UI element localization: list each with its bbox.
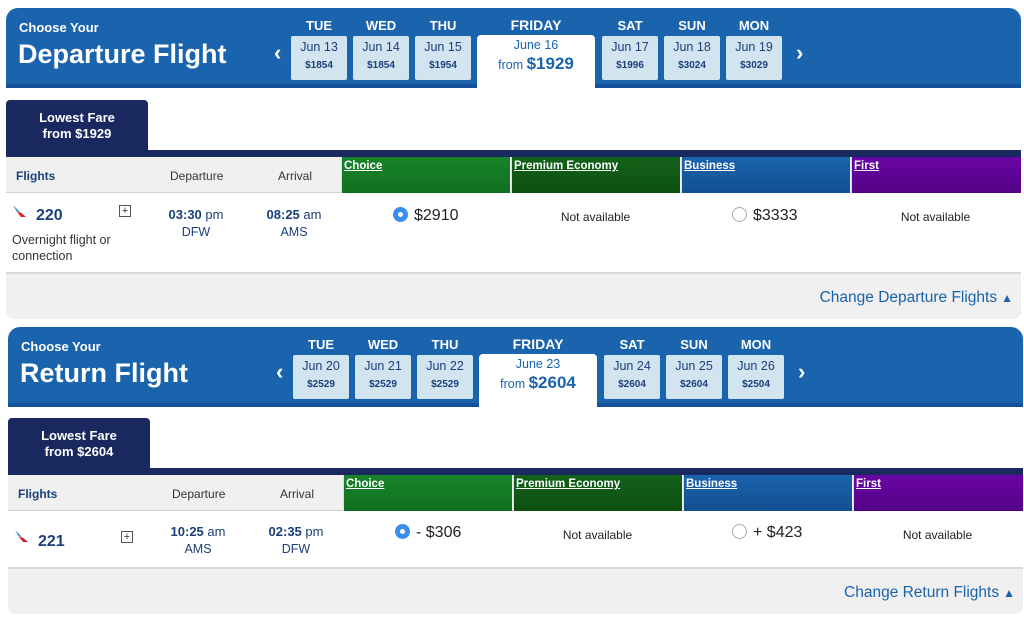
collapse-triangle-icon: ▲ bbox=[1003, 586, 1015, 600]
cabin-business-header[interactable]: Business bbox=[681, 157, 850, 193]
flight-row: 220 + Overnight flight or connection 03:… bbox=[6, 194, 1021, 274]
change-return-flights-link[interactable]: Change Return Flights ▲ bbox=[844, 584, 1015, 601]
date-friday-selected[interactable]: FRIDAY June 16 from $1929 bbox=[477, 17, 595, 92]
departure-banner: Choose Your Departure Flight ‹ TUE Jun 1… bbox=[6, 8, 1021, 92]
date-tue[interactable]: TUE Jun 20 $2529 bbox=[293, 337, 349, 399]
radio-selected-icon[interactable] bbox=[393, 207, 408, 222]
table-header: Flights Departure Arrival Choice Premium… bbox=[8, 475, 1023, 511]
next-dates-arrow-icon[interactable]: › bbox=[796, 40, 804, 65]
prev-dates-arrow-icon[interactable]: ‹ bbox=[276, 359, 284, 384]
date-friday-selected[interactable]: FRIDAY June 23 from $2604 bbox=[479, 336, 597, 411]
date-sun[interactable]: SUN Jun 18 $3024 bbox=[664, 18, 720, 80]
fare-choice-radio[interactable]: $2910 bbox=[393, 207, 459, 225]
return-title: Return Flight bbox=[20, 358, 188, 388]
radio-unselected-icon[interactable] bbox=[732, 207, 747, 222]
departure-footer: Change Departure Flights ▲ bbox=[6, 274, 1021, 319]
fare-choice-radio[interactable]: - $306 bbox=[395, 524, 461, 542]
flights-header: Flights bbox=[16, 169, 56, 183]
arrival-header: Arrival bbox=[278, 169, 313, 183]
date-wed[interactable]: WED Jun 14 $1854 bbox=[353, 18, 409, 80]
return-banner: Choose Your Return Flight ‹ TUE Jun 20 $2… bbox=[8, 327, 1023, 411]
cabin-premium-economy-header[interactable]: Premium Economy bbox=[511, 157, 680, 193]
lowest-fare-tab[interactable]: Lowest Fare from $2604 bbox=[8, 418, 150, 468]
cabin-premium-economy-header[interactable]: Premium Economy bbox=[513, 475, 682, 511]
fare-business-radio[interactable]: $3333 bbox=[732, 207, 798, 225]
return-section: Choose Your Return Flight ‹ TUE Jun 20 $2… bbox=[8, 327, 1023, 617]
fare-first: Not available bbox=[902, 528, 973, 542]
tab-bar bbox=[8, 468, 1023, 475]
departure-time: 03:30 pm DFW bbox=[168, 207, 224, 239]
date-thu[interactable]: THU Jun 22 $2529 bbox=[417, 337, 473, 399]
airline-logo-icon bbox=[13, 205, 26, 217]
date-sat[interactable]: SAT Jun 17 $1996 bbox=[602, 18, 658, 80]
departure-title: Departure Flight bbox=[18, 39, 227, 69]
cabin-first-header[interactable]: First bbox=[851, 157, 1021, 193]
arrival-time: 02:35 pm DFW bbox=[268, 524, 324, 556]
choose-your-label: Choose Your bbox=[19, 20, 99, 35]
flights-header: Flights bbox=[18, 487, 58, 501]
cabin-business-header[interactable]: Business bbox=[683, 475, 852, 511]
departure-time: 10:25 am AMS bbox=[170, 524, 226, 556]
date-thu[interactable]: THU Jun 15 $1954 bbox=[415, 18, 471, 80]
fare-business-radio[interactable]: + $423 bbox=[732, 524, 802, 542]
change-departure-flights-link[interactable]: Change Departure Flights ▲ bbox=[819, 289, 1013, 306]
date-wed[interactable]: WED Jun 21 $2529 bbox=[355, 337, 411, 399]
date-mon[interactable]: MON Jun 26 $2504 bbox=[728, 337, 784, 399]
cabin-first-header[interactable]: First bbox=[853, 475, 1023, 511]
fare-first: Not available bbox=[900, 210, 971, 224]
cabin-choice-header[interactable]: Choice bbox=[343, 475, 512, 511]
radio-selected-icon[interactable] bbox=[395, 524, 410, 539]
overnight-note: Overnight flight or connection bbox=[12, 233, 111, 263]
departure-header: Departure bbox=[170, 169, 224, 183]
date-sun[interactable]: SUN Jun 25 $2604 bbox=[666, 337, 722, 399]
flight-row: 221 + 10:25 am AMS 02:35 pm DFW - $306 N… bbox=[8, 512, 1023, 569]
airline-logo-icon bbox=[15, 530, 28, 542]
cabin-choice-header[interactable]: Choice bbox=[341, 157, 510, 193]
expand-details-icon[interactable]: + bbox=[119, 205, 131, 217]
arrival-header: Arrival bbox=[280, 487, 315, 501]
return-footer: Change Return Flights ▲ bbox=[8, 569, 1023, 614]
expand-details-icon[interactable]: + bbox=[121, 531, 133, 543]
choose-your-label: Choose Your bbox=[21, 339, 101, 354]
date-sat[interactable]: SAT Jun 24 $2604 bbox=[604, 337, 660, 399]
fare-premium-economy: Not available bbox=[560, 210, 631, 224]
radio-unselected-icon[interactable] bbox=[732, 524, 747, 539]
tab-bar bbox=[6, 150, 1021, 157]
fare-premium-economy: Not available bbox=[562, 528, 633, 542]
date-mon[interactable]: MON Jun 19 $3029 bbox=[726, 18, 782, 80]
table-header: Flights Departure Arrival Choice Premium… bbox=[6, 157, 1021, 193]
arrival-time: 08:25 am AMS bbox=[266, 207, 322, 239]
next-dates-arrow-icon[interactable]: › bbox=[798, 359, 806, 384]
prev-dates-arrow-icon[interactable]: ‹ bbox=[274, 40, 282, 65]
lowest-fare-tab[interactable]: Lowest Fare from $1929 bbox=[6, 100, 148, 150]
flight-number[interactable]: 221 bbox=[38, 533, 65, 550]
departure-section: Choose Your Departure Flight ‹ TUE Jun 1… bbox=[6, 8, 1021, 319]
date-tue[interactable]: TUE Jun 13 $1854 bbox=[291, 18, 347, 80]
collapse-triangle-icon: ▲ bbox=[1001, 291, 1013, 305]
flight-number[interactable]: 220 bbox=[36, 207, 63, 224]
departure-header: Departure bbox=[172, 487, 226, 501]
